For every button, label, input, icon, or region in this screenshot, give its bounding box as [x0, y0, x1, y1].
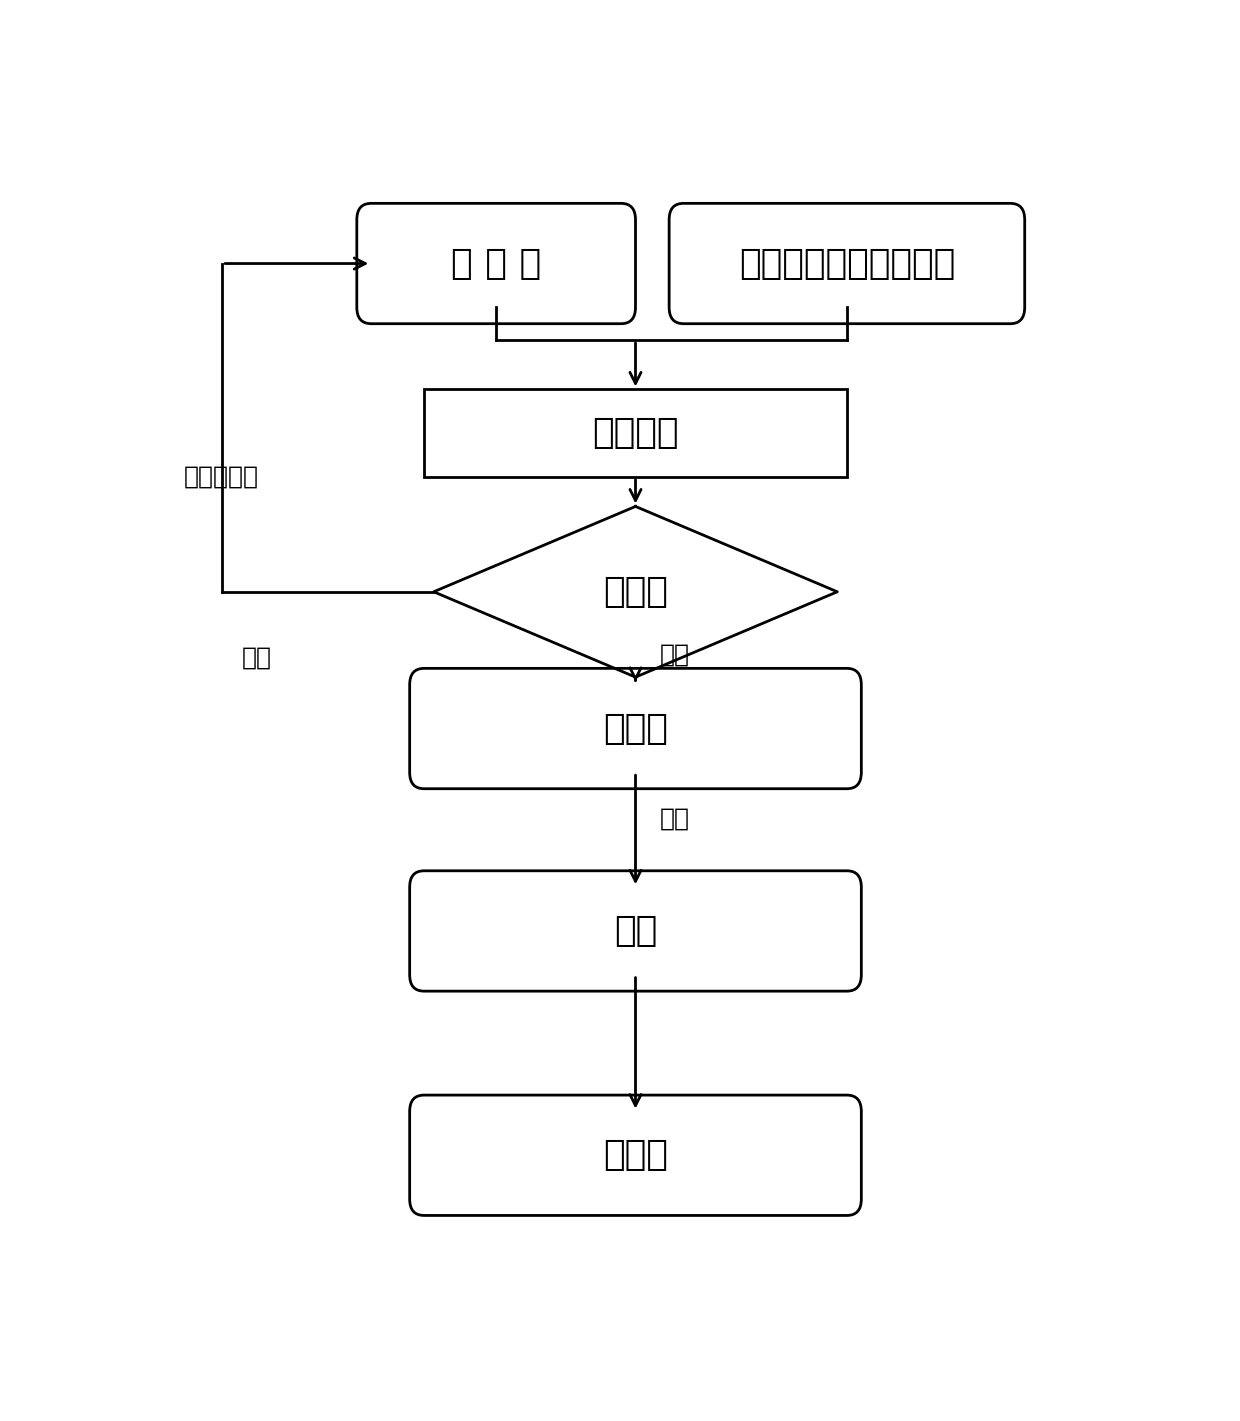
- Text: 对氯三氟甲苯、硝酸铵: 对氯三氟甲苯、硝酸铵: [739, 246, 955, 280]
- Text: 干燥: 干燥: [614, 914, 657, 948]
- Text: 上层: 上层: [660, 642, 689, 666]
- FancyBboxPatch shape: [409, 1096, 862, 1215]
- FancyBboxPatch shape: [409, 871, 862, 992]
- FancyBboxPatch shape: [357, 203, 635, 324]
- FancyBboxPatch shape: [409, 668, 862, 789]
- Text: 相分离: 相分离: [603, 574, 668, 608]
- Text: 洗涤: 洗涤: [660, 806, 689, 830]
- FancyBboxPatch shape: [424, 389, 847, 477]
- FancyBboxPatch shape: [670, 203, 1024, 324]
- Text: 硝化反应: 硝化反应: [593, 416, 678, 450]
- Text: 催 化 剂: 催 化 剂: [451, 246, 541, 280]
- Text: 下层: 下层: [242, 645, 272, 669]
- Text: 脱水、脱氨: 脱水、脱氨: [184, 465, 259, 489]
- Text: 纯产品: 纯产品: [603, 1138, 668, 1172]
- Text: 粗产品: 粗产品: [603, 712, 668, 746]
